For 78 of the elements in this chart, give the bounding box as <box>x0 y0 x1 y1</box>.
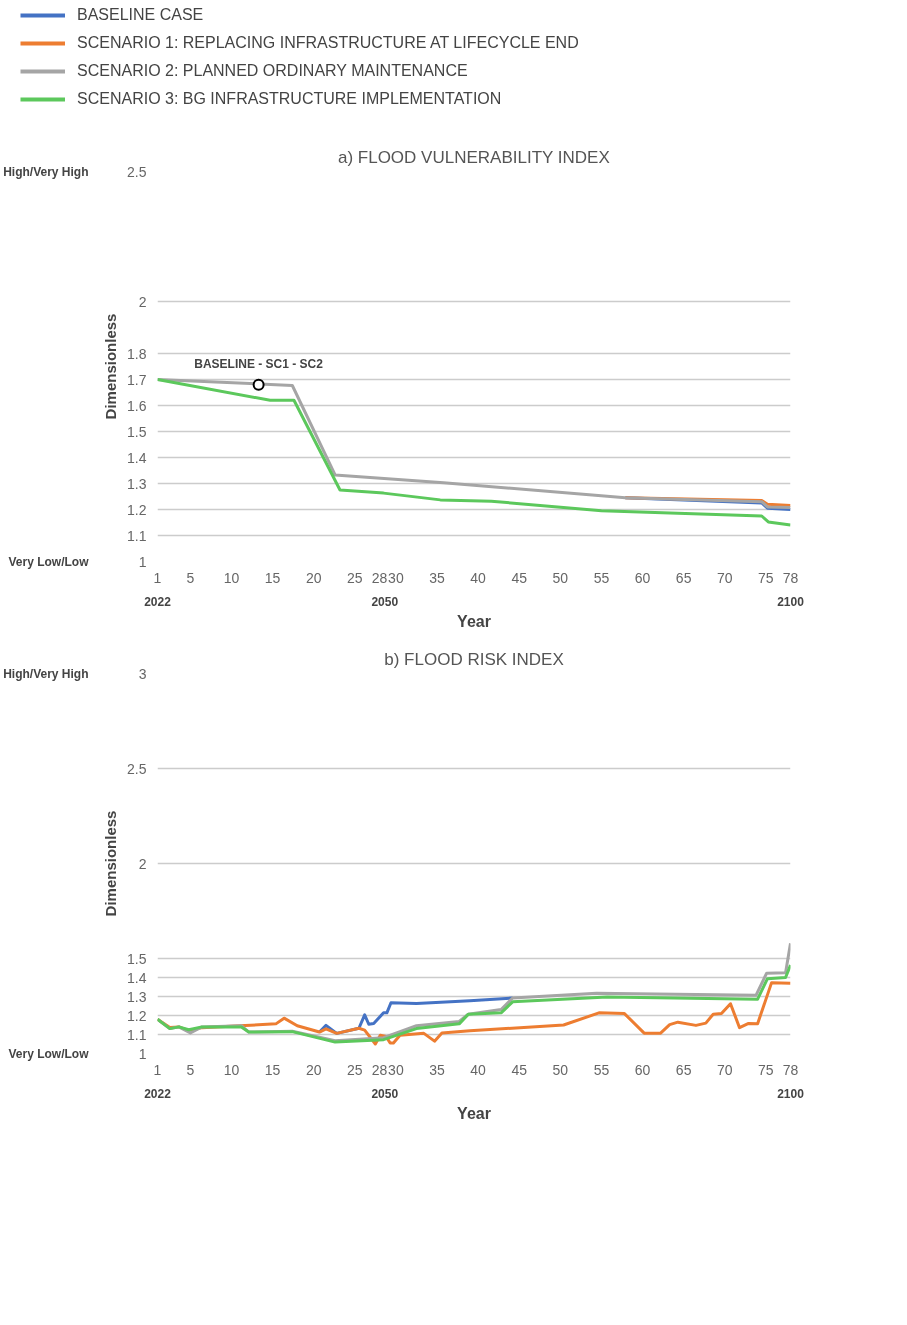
y-tick-label: 1.8 <box>127 345 147 362</box>
x-tick-label: 10 <box>223 1061 240 1078</box>
y-tick-label: 3 <box>138 665 147 682</box>
y-axis-title: Dimensionless <box>102 313 120 420</box>
x-tick-label: 45 <box>511 1061 528 1078</box>
x2-tick-label: 2022 <box>144 594 172 609</box>
text: Very Low/Low <box>8 554 90 569</box>
y-tick-label: 1.1 <box>127 1026 147 1043</box>
x-tick-label: 10 <box>223 569 240 586</box>
x-tick-label: 40 <box>470 1061 487 1078</box>
y-tick-label: 1.6 <box>127 397 147 414</box>
chart-title: a) FLOOD VULNERABILITY INDEX <box>337 147 610 167</box>
y-tick-label: 1.2 <box>127 501 147 518</box>
y-tick-label: 1.3 <box>127 988 147 1005</box>
y-tick-label: 2 <box>138 293 147 310</box>
x2-tick-label: 2050 <box>371 594 399 609</box>
legend-label: SCENARIO 1: REPLACING INFRASTRUCTURE AT LIFECYCLE END <box>77 34 579 52</box>
x-axis-title: Year <box>457 1104 491 1122</box>
text: High/Very High <box>3 666 89 681</box>
y-tick-label: 1.7 <box>127 371 147 388</box>
x-tick-label: 40 <box>470 569 487 586</box>
x2-tick-label: 2050 <box>371 1086 399 1101</box>
y-tick-label: 1.1 <box>127 527 147 544</box>
x-tick-label: 28 <box>371 569 388 586</box>
x-tick-label: 55 <box>593 569 610 586</box>
x-tick-label: 15 <box>264 1061 281 1078</box>
x-tick-label: 70 <box>716 1061 733 1078</box>
legend-label: BASELINE CASE <box>77 6 204 24</box>
x-axis-title: Year <box>457 612 491 630</box>
x2-tick-label: 2100 <box>777 594 805 609</box>
x-tick-label: 25 <box>347 569 363 586</box>
x-tick-label: 28 <box>371 1061 388 1078</box>
x-tick-label: 20 <box>305 1061 322 1078</box>
x-tick-label: 55 <box>593 1061 610 1078</box>
y-tick-label: 1.3 <box>127 475 147 492</box>
y-tick-label: 1 <box>138 553 147 570</box>
x2-tick-label: 2100 <box>777 1086 805 1101</box>
x-tick-label: 75 <box>758 569 774 586</box>
y-tick-label: 2.5 <box>127 760 147 777</box>
y-tick-label: 1.5 <box>127 423 147 440</box>
x-tick-label: 78 <box>782 1061 799 1078</box>
y-tick-label: 1.4 <box>127 449 147 466</box>
x-tick-label: 70 <box>716 569 733 586</box>
x-tick-label: 5 <box>186 569 195 586</box>
x-tick-label: 35 <box>429 1061 446 1078</box>
x-tick-label: 30 <box>388 569 404 586</box>
legend-label: SCENARIO 3: BG INFRASTRUCTURE IMPLEMENTATION <box>77 90 502 108</box>
y-tick-label: 1.5 <box>127 950 147 967</box>
text: High/Very High <box>3 164 89 179</box>
x-tick-label: 50 <box>552 569 569 586</box>
x-tick-label: 25 <box>347 1061 363 1078</box>
x-tick-label: 1 <box>153 1061 162 1078</box>
x2-tick-label: 2022 <box>144 1086 172 1101</box>
y-tick-label: 1 <box>138 1045 147 1062</box>
x-tick-label: 5 <box>186 1061 195 1078</box>
x-tick-label: 45 <box>511 569 528 586</box>
y-tick-label: 2 <box>138 855 147 872</box>
text: Very Low/Low <box>8 1046 90 1061</box>
x-tick-label: 60 <box>634 1061 651 1078</box>
y-tick-label: 2.5 <box>127 163 147 180</box>
chart-title: b) FLOOD RISK INDEX <box>384 649 564 669</box>
x-tick-label: 65 <box>675 1061 692 1078</box>
annotation: BASELINE - SC1 - SC2 <box>194 356 324 371</box>
x-tick-label: 15 <box>264 569 281 586</box>
x-tick-label: 1 <box>153 569 162 586</box>
legend-label: SCENARIO 2: PLANNED ORDINARY MAINTENANCE <box>77 62 468 80</box>
x-tick-label: 30 <box>388 1061 404 1078</box>
y-tick-label: 1.4 <box>127 969 147 986</box>
x-tick-label: 75 <box>758 1061 774 1078</box>
x-tick-label: 35 <box>429 569 446 586</box>
x-tick-label: 20 <box>305 569 322 586</box>
line-series <box>157 963 791 1044</box>
x-tick-label: 50 <box>552 1061 569 1078</box>
y-tick-label: 1.2 <box>127 1007 147 1024</box>
y-axis-title: Dimensionless <box>102 810 120 917</box>
x-tick-label: 60 <box>634 569 651 586</box>
x-tick-label: 78 <box>782 569 799 586</box>
x-tick-label: 65 <box>675 569 692 586</box>
